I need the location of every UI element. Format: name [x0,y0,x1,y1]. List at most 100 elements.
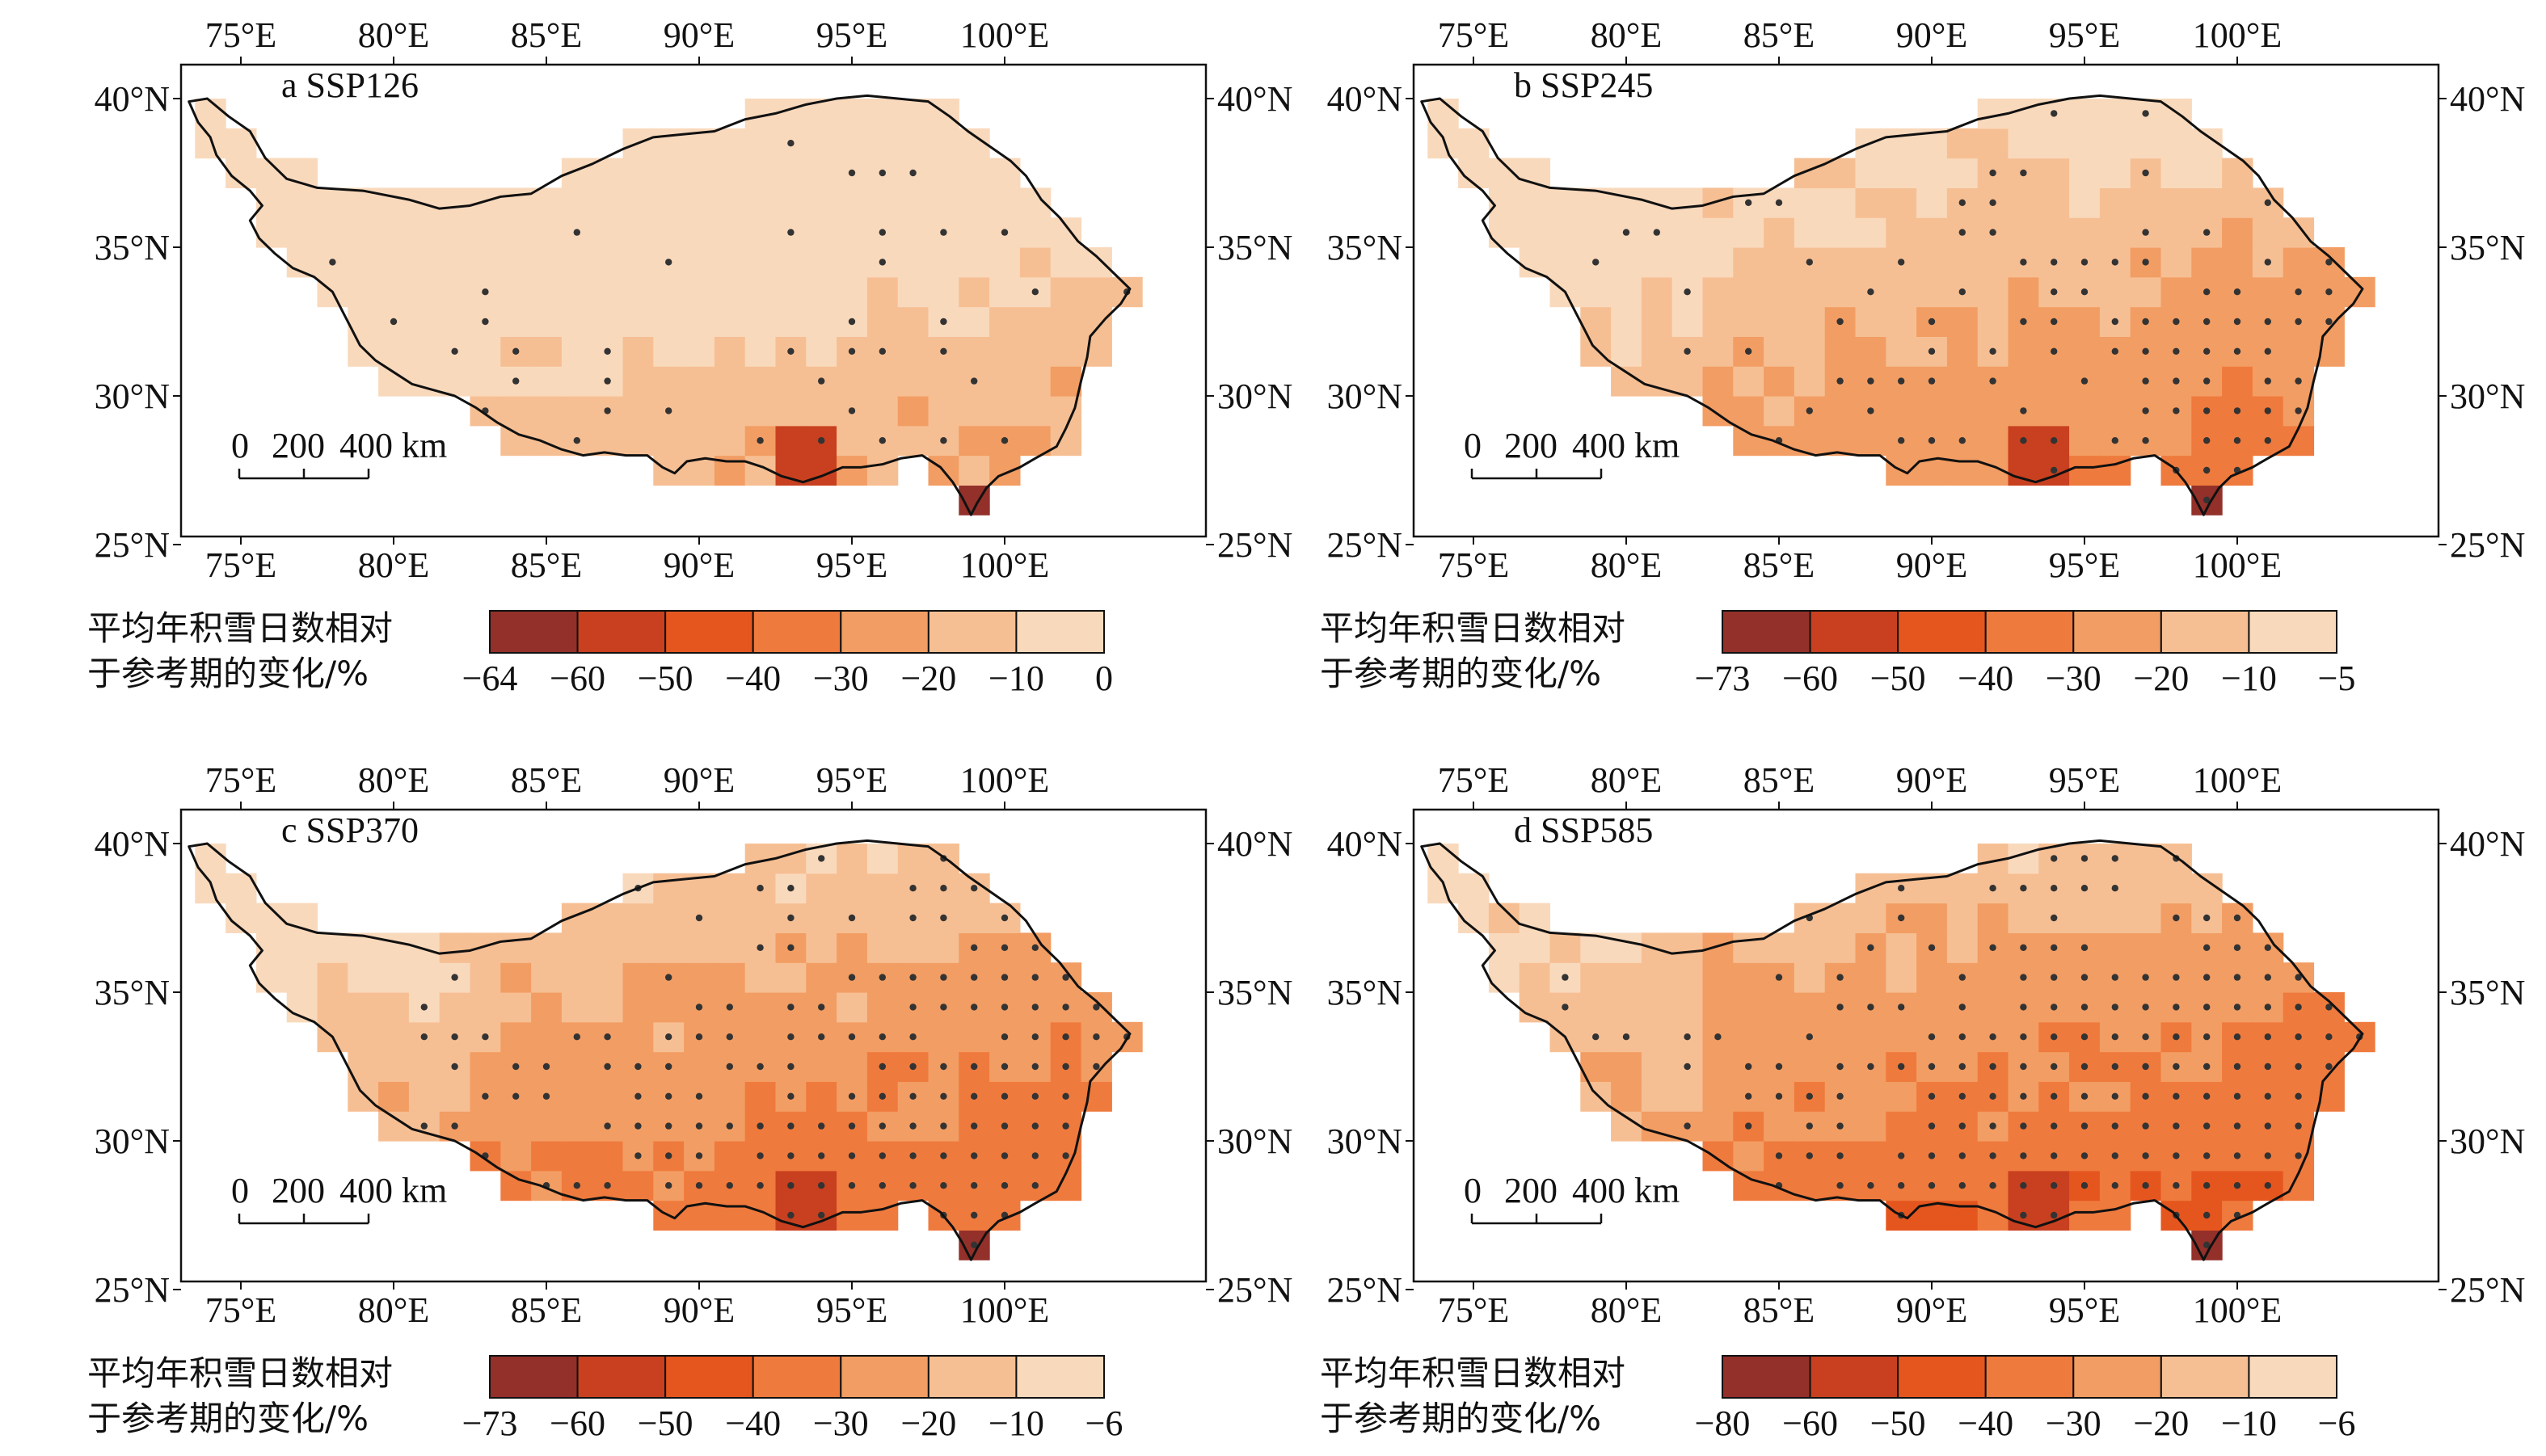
stipple-dot [1592,1033,1600,1041]
stipple-dot [818,437,825,444]
stipple-dot [2203,1182,2211,1189]
grid-cell [806,1081,837,1112]
lon-label-top: 80°E [358,15,429,55]
grid-cell [714,128,746,159]
stipple-dot [787,1004,795,1011]
stipple-dot [2233,1033,2241,1041]
stipple-dot [2051,259,2058,266]
grid-cell [2160,425,2192,457]
grid-cell [2038,158,2070,188]
lon-label-bottom: 85°E [511,545,582,585]
stipple-dot [940,229,947,236]
stipple-dot [818,1004,825,1011]
legend-tick-label: 0 [1095,659,1113,698]
stipple-dot [2051,1092,2058,1100]
stipple-dot [2020,407,2027,414]
stipple-dot [1928,1063,1936,1071]
grid-cell [1824,336,1857,367]
stipple-dot [2295,318,2302,326]
grid-cell [806,158,837,188]
stipple-dot [634,1122,642,1130]
grid-cell [653,932,685,963]
grid-cell [897,336,929,367]
stipple-dot [1031,1033,1039,1041]
stipple-dot [1775,974,1783,981]
lon-label-top: 85°E [1743,15,1815,55]
grid-cell [684,187,715,218]
stipple-dot [1867,1063,1874,1071]
legend-swatch [2072,1355,2162,1399]
grid-cell [2252,217,2284,248]
lon-label-bottom: 75°E [1438,545,1509,585]
grid-cell [470,1051,501,1082]
stipple-dot [2173,1182,2180,1189]
grid-cell [1671,992,1704,1023]
stipple-dot [1062,1152,1069,1159]
grid-cell [622,306,654,337]
grid-cell [837,217,868,248]
grid-cell [653,873,685,904]
grid-cell [348,217,379,248]
lat-label-right: 25°N [1217,525,1292,565]
stipple-dot [2080,1182,2089,1189]
grid-cell [2191,247,2223,278]
stipple-dot [2203,1092,2211,1100]
legend-tick-label: −30 [2046,1403,2101,1443]
grid-cell [592,903,624,933]
grid-cell [959,455,990,486]
grid-cell [1427,128,1459,159]
stipple-dot [2080,288,2089,296]
grid-cell [622,336,654,367]
stipple-dot [2264,437,2271,444]
stipple-dot [2203,229,2211,236]
grid-cell [775,306,807,337]
grid-cell [408,1081,440,1112]
panel-c: 75°E 75°E 80°E 80°E 85°E 85°E 90°E 90°E 95°E 95°E… [73,745,1309,1456]
grid-cell [1671,932,1704,963]
lon-label-top: 75°E [1438,760,1509,800]
grid-cell [2160,276,2192,308]
grid-cell [897,425,929,457]
plateau-outline [188,839,1132,1261]
grid-cell [1733,396,1764,427]
grid-cell [1946,873,1979,904]
grid-cell [806,276,837,308]
panel-a: 75°E 75°E 80°E 80°E 85°E 85°E 90°E 90°E 95°E 95°E… [73,0,1309,711]
stipple-dot [1958,199,1966,206]
grid-cell [928,276,959,308]
lon-label-top: 90°E [1896,15,1967,55]
grid-cell [897,306,929,337]
grid-cell [1733,276,1764,308]
stipple-dot [2051,944,2058,951]
stipple-dot [1958,1004,1966,1011]
stipple-dot [2051,1182,2058,1189]
grid-cell [959,247,990,278]
stipple-dot [848,1092,856,1100]
lon-label-top: 80°E [1591,15,1662,55]
stipple-dot [2020,944,2027,951]
grid-cell [561,396,593,427]
grid-cell [1702,1081,1734,1112]
stipple-dot [1001,944,1009,951]
grid-cell [348,1021,379,1053]
grid-cell [1019,425,1052,457]
stipple-dot [2295,1092,2302,1100]
grid-cell [2191,187,2223,218]
grid-cell [1794,366,1826,397]
stipple-dot [818,1182,825,1189]
legend-swatch [1015,1355,1106,1399]
legend-title-b: 平均年积雪日数相对 于参考期的变化/% [1320,606,1625,696]
grid-cell [531,187,563,218]
stipple-dot [2295,974,2302,981]
stipple-dot [909,1152,917,1159]
stipple-dot [757,1122,764,1130]
legend-title-d: 平均年积雪日数相对 于参考期的变化/% [1320,1351,1625,1441]
stipple-dot [940,914,947,922]
legend-tick-label: −40 [725,1403,781,1443]
grid-cell [1702,336,1734,367]
grid-cell [806,962,837,993]
lat-label-left: 30°N [1327,377,1402,416]
stipple-dot [787,1092,795,1100]
grid-cell [806,336,837,367]
grid-cell [684,217,715,248]
